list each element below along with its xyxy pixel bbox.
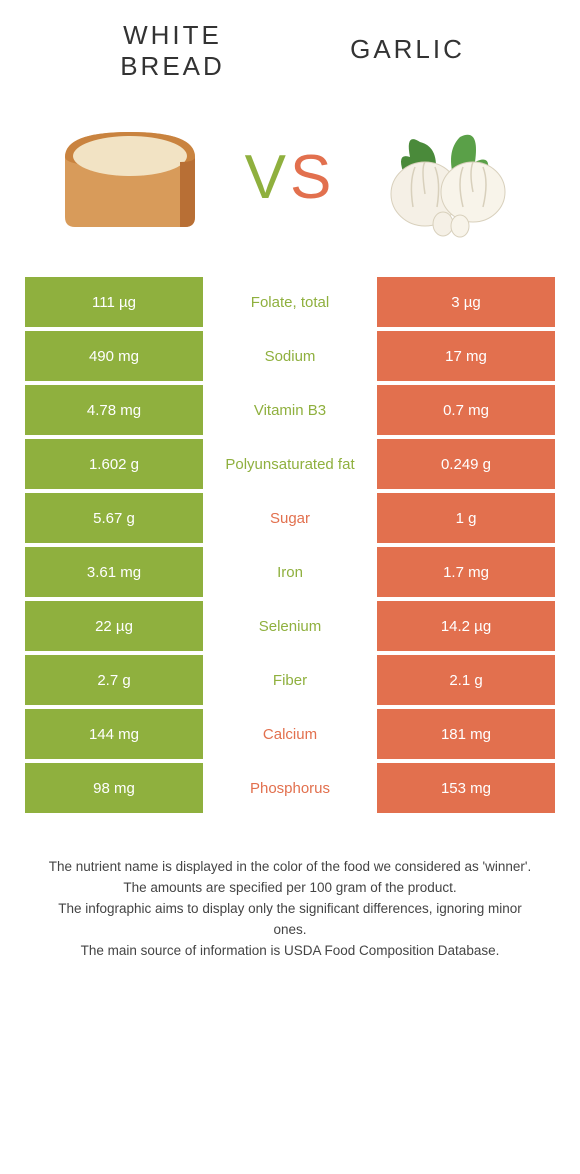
value-left: 111 µg bbox=[25, 277, 203, 327]
vs-v: V bbox=[245, 143, 290, 212]
nutrient-label: Folate, total bbox=[203, 277, 377, 327]
value-left: 490 mg bbox=[25, 331, 203, 381]
table-row: 4.78 mgVitamin B30.7 mg bbox=[25, 385, 555, 435]
garlic-icon bbox=[365, 107, 535, 247]
title-left-line2: BREAD bbox=[55, 51, 290, 82]
value-left: 144 mg bbox=[25, 709, 203, 759]
nutrient-label: Sugar bbox=[203, 493, 377, 543]
footer-line-4: The main source of information is USDA F… bbox=[45, 941, 535, 962]
nutrient-label: Calcium bbox=[203, 709, 377, 759]
value-right: 181 mg bbox=[377, 709, 555, 759]
table-row: 111 µgFolate, total3 µg bbox=[25, 277, 555, 327]
table-row: 98 mgPhosphorus153 mg bbox=[25, 763, 555, 813]
value-left: 3.61 mg bbox=[25, 547, 203, 597]
table-row: 1.602 gPolyunsaturated fat0.249 g bbox=[25, 439, 555, 489]
value-left: 5.67 g bbox=[25, 493, 203, 543]
title-left-line1: WHITE bbox=[55, 20, 290, 51]
bread-icon bbox=[45, 107, 215, 247]
value-right: 14.2 µg bbox=[377, 601, 555, 651]
nutrient-label: Vitamin B3 bbox=[203, 385, 377, 435]
value-right: 0.7 mg bbox=[377, 385, 555, 435]
value-left: 22 µg bbox=[25, 601, 203, 651]
table-row: 490 mgSodium17 mg bbox=[25, 331, 555, 381]
images-row: VS bbox=[25, 97, 555, 277]
table-row: 2.7 gFiber2.1 g bbox=[25, 655, 555, 705]
footer-line-1: The nutrient name is displayed in the co… bbox=[45, 857, 535, 878]
table-row: 22 µgSelenium14.2 µg bbox=[25, 601, 555, 651]
nutrient-label: Phosphorus bbox=[203, 763, 377, 813]
value-right: 3 µg bbox=[377, 277, 555, 327]
value-right: 2.1 g bbox=[377, 655, 555, 705]
value-right: 17 mg bbox=[377, 331, 555, 381]
table-row: 3.61 mgIron1.7 mg bbox=[25, 547, 555, 597]
nutrient-label: Sodium bbox=[203, 331, 377, 381]
footer-line-3: The infographic aims to display only the… bbox=[45, 899, 535, 941]
value-left: 4.78 mg bbox=[25, 385, 203, 435]
footer-notes: The nutrient name is displayed in the co… bbox=[25, 817, 555, 962]
nutrient-label: Selenium bbox=[203, 601, 377, 651]
value-right: 1 g bbox=[377, 493, 555, 543]
nutrient-table: 111 µgFolate, total3 µg490 mgSodium17 mg… bbox=[25, 277, 555, 817]
value-right: 153 mg bbox=[377, 763, 555, 813]
table-row: 5.67 gSugar1 g bbox=[25, 493, 555, 543]
title-left: WHITE BREAD bbox=[55, 20, 290, 82]
value-left: 2.7 g bbox=[25, 655, 203, 705]
table-row: 144 mgCalcium181 mg bbox=[25, 709, 555, 759]
value-right: 1.7 mg bbox=[377, 547, 555, 597]
value-right: 0.249 g bbox=[377, 439, 555, 489]
nutrient-label: Polyunsaturated fat bbox=[203, 439, 377, 489]
value-left: 1.602 g bbox=[25, 439, 203, 489]
value-left: 98 mg bbox=[25, 763, 203, 813]
vs-label: VS bbox=[245, 142, 336, 213]
title-right: GARLIC bbox=[290, 20, 525, 65]
footer-line-2: The amounts are specified per 100 gram o… bbox=[45, 878, 535, 899]
nutrient-label: Iron bbox=[203, 547, 377, 597]
vs-s: S bbox=[290, 143, 335, 212]
header: WHITE BREAD GARLIC bbox=[25, 20, 555, 97]
nutrient-label: Fiber bbox=[203, 655, 377, 705]
